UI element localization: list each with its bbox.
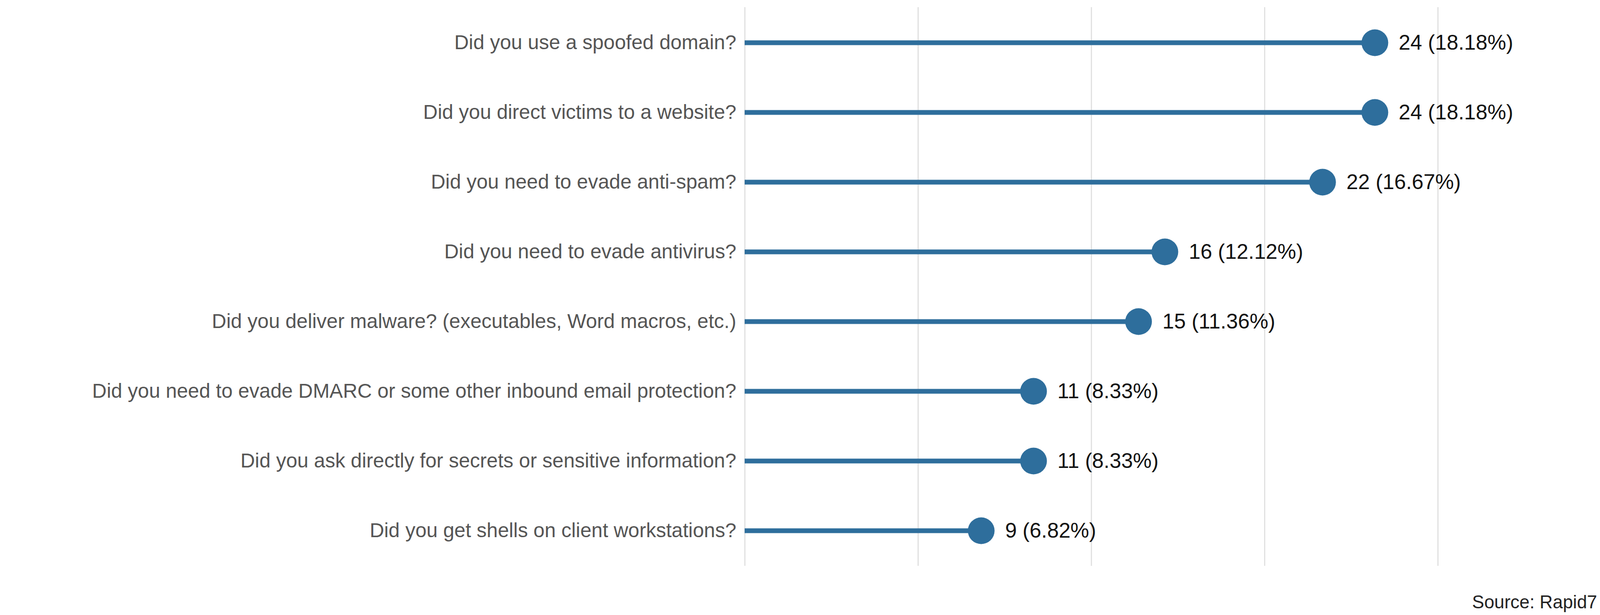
svg-text:15 (11.36%): 15 (11.36%) — [1162, 309, 1275, 333]
svg-text:Did you need to evade antiviru: Did you need to evade antivirus? — [444, 240, 737, 263]
svg-text:11 (8.33%): 11 (8.33%) — [1057, 448, 1159, 473]
svg-text:9 (6.82%): 9 (6.82%) — [1005, 518, 1097, 542]
svg-text:24 (18.18%): 24 (18.18%) — [1398, 30, 1514, 54]
svg-text:Did you need to evade anti-spa: Did you need to evade anti-spam? — [431, 170, 737, 193]
svg-text:Did you deliver malware? (exec: Did you deliver malware? (executables, W… — [211, 309, 737, 333]
svg-text:Did you need to evade DMARC or: Did you need to evade DMARC or some othe… — [92, 379, 737, 402]
svg-text:Did you ask directly for secre: Did you ask directly for secrets or sens… — [240, 449, 737, 472]
svg-text:11 (8.33%): 11 (8.33%) — [1057, 378, 1159, 403]
svg-text:Did you get shells on client w: Did you get shells on client workstation… — [369, 518, 737, 542]
svg-text:16 (12.12%): 16 (12.12%) — [1188, 239, 1304, 264]
svg-text:24 (18.18%): 24 (18.18%) — [1398, 100, 1514, 124]
svg-text:22 (16.67%): 22 (16.67%) — [1346, 169, 1462, 194]
svg-text:Did you use a spoofed domain?: Did you use a spoofed domain? — [454, 31, 737, 54]
svg-text:Did you direct victims to a we: Did you direct victims to a website? — [423, 100, 737, 124]
html-text:Source: Rapid7: Source: Rapid7 — [1472, 591, 1598, 612]
